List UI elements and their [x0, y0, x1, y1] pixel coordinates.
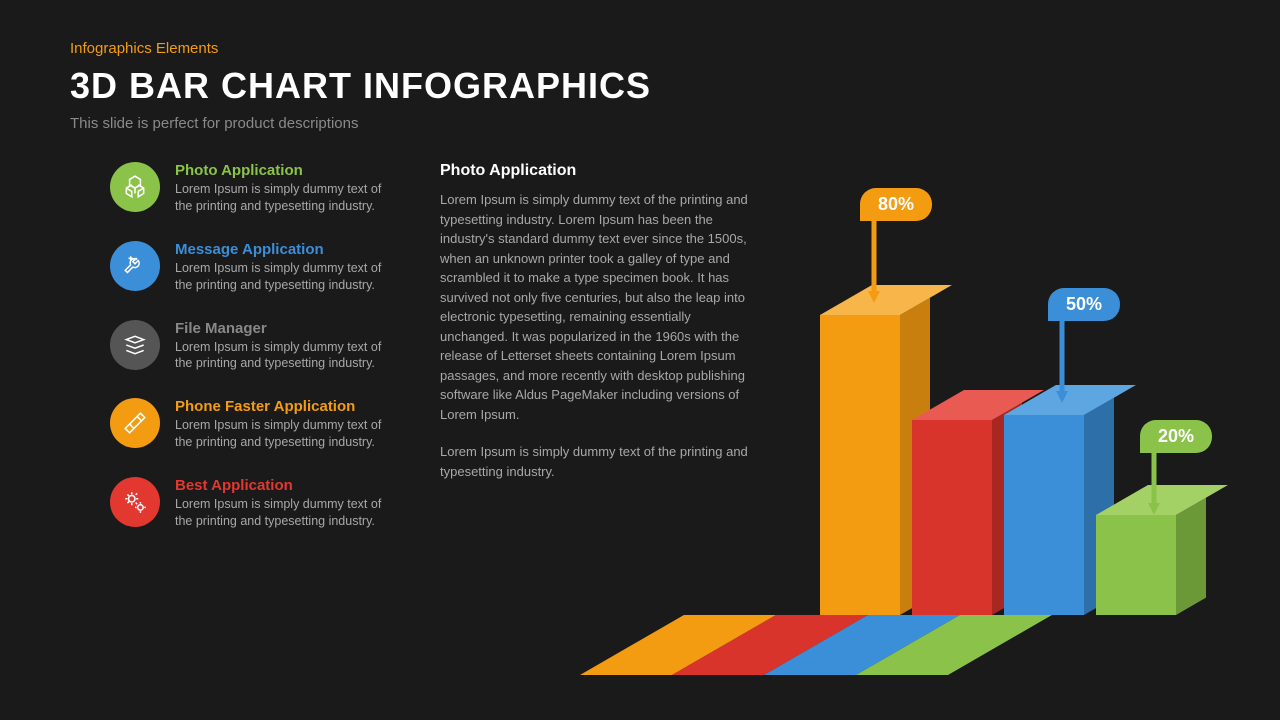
- callout-label: 50%: [1048, 288, 1120, 321]
- feature-text: Photo Application Lorem Ipsum is simply d…: [175, 162, 390, 215]
- callout: 20%: [1140, 420, 1212, 453]
- feature-title: Phone Faster Application: [175, 398, 390, 415]
- callout-label: 80%: [860, 188, 932, 221]
- bar-front: [912, 420, 992, 615]
- cubes-icon: [110, 162, 160, 212]
- bar-front: [1096, 515, 1176, 615]
- feature-body: Lorem Ipsum is simply dummy text of the …: [175, 417, 390, 451]
- feature-body: Lorem Ipsum is simply dummy text of the …: [175, 181, 390, 215]
- pencil-ruler-icon: [110, 398, 160, 448]
- bar: [1004, 415, 1084, 615]
- chart-floor: [580, 615, 1280, 675]
- feature-body: Lorem Ipsum is simply dummy text of the …: [175, 496, 390, 530]
- feature-item: Phone Faster Application Lorem Ipsum is s…: [110, 398, 390, 451]
- callout-arrow-icon: [1148, 453, 1168, 522]
- feature-body: Lorem Ipsum is simply dummy text of the …: [175, 260, 390, 294]
- callout-arrow-icon: [868, 221, 888, 310]
- bar-side: [1176, 498, 1206, 615]
- bar-front: [820, 315, 900, 615]
- callout: 80%: [860, 188, 932, 221]
- callout-arrow-icon: [1056, 321, 1076, 410]
- subtitle: This slide is perfect for product descri…: [70, 115, 1280, 132]
- tools-icon: [110, 241, 160, 291]
- feature-list: Photo Application Lorem Ipsum is simply d…: [110, 162, 390, 530]
- feature-text: Message Application Lorem Ipsum is simply…: [175, 241, 390, 294]
- feature-title: File Manager: [175, 320, 390, 337]
- feature-body: Lorem Ipsum is simply dummy text of the …: [175, 339, 390, 373]
- feature-item: Best Application Lorem Ipsum is simply du…: [110, 477, 390, 530]
- bar: [1096, 515, 1176, 615]
- stack-icon: [110, 320, 160, 370]
- feature-text: Phone Faster Application Lorem Ipsum is s…: [175, 398, 390, 451]
- feature-text: Best Application Lorem Ipsum is simply du…: [175, 477, 390, 530]
- callout-label: 20%: [1140, 420, 1212, 453]
- gears-icon: [110, 477, 160, 527]
- callout: 50%: [1048, 288, 1120, 321]
- eyebrow: Infographics Elements: [70, 40, 1280, 57]
- bar: [912, 420, 992, 615]
- bar-front: [1004, 415, 1084, 615]
- header: Infographics Elements 3D BAR CHART INFOG…: [0, 0, 1280, 132]
- feature-title: Best Application: [175, 477, 390, 494]
- feature-item: Message Application Lorem Ipsum is simply…: [110, 241, 390, 294]
- feature-text: File Manager Lorem Ipsum is simply dummy …: [175, 320, 390, 373]
- feature-item: File Manager Lorem Ipsum is simply dummy …: [110, 320, 390, 373]
- page-title: 3D BAR CHART INFOGRAPHICS: [70, 65, 1280, 107]
- bar: [820, 315, 900, 615]
- feature-item: Photo Application Lorem Ipsum is simply d…: [110, 162, 390, 215]
- feature-title: Photo Application: [175, 162, 390, 179]
- bar-chart-3d: 80% 50% 20%: [680, 160, 1280, 720]
- feature-title: Message Application: [175, 241, 390, 258]
